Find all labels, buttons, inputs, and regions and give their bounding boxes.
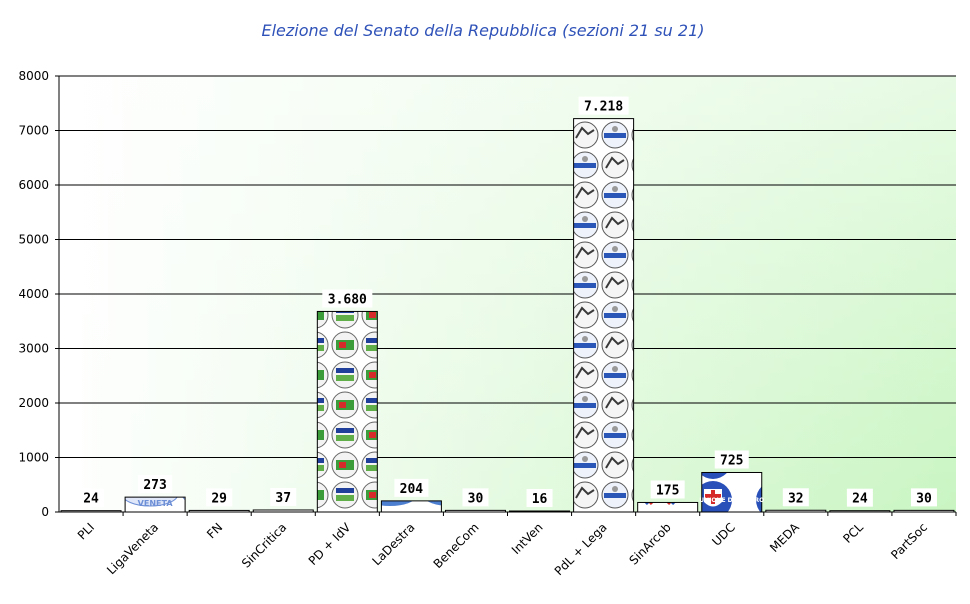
data-label: 37 (275, 491, 291, 506)
y-tick-label: 6000 (18, 178, 49, 192)
data-label: 32 (788, 491, 804, 506)
y-tick-label: 7000 (18, 124, 49, 138)
bar-udc (701, 471, 763, 513)
x-category-label: FN (204, 520, 225, 541)
y-tick-label: 2000 (18, 396, 49, 410)
data-label-bg (782, 488, 809, 507)
bar-pd-idv (316, 310, 378, 513)
x-category-label: PLI (75, 520, 97, 542)
data-label: 24 (83, 492, 99, 507)
x-category-label: PartSoc (888, 520, 930, 562)
data-label-bg (526, 489, 553, 507)
data-label-bg (138, 475, 173, 494)
data-label-bg (578, 96, 629, 115)
data-label-bg (910, 488, 937, 507)
data-label-bg (322, 289, 373, 308)
x-category-label: PD + IdV (306, 520, 354, 568)
data-label: 24 (852, 492, 868, 507)
x-category-label: LigaVeneta (104, 520, 161, 577)
data-label: 30 (916, 491, 932, 506)
x-category-label: BeneCom (431, 520, 482, 571)
data-label: 29 (211, 491, 227, 506)
y-tick-label: 8000 (18, 69, 49, 83)
data-label-bg (846, 488, 873, 507)
bar-sinarcob (637, 501, 699, 513)
data-label: 725 (720, 453, 743, 468)
x-category-label: LaDestra (369, 520, 417, 568)
x-axis-categories: PLI LigaVeneta FN SinCritica PD + IdV LaDestr… (75, 512, 957, 578)
y-tick-label: 5000 (18, 233, 49, 247)
data-label-bg (462, 488, 489, 507)
data-labels: 24 273 29 37 3.680 204 30 16 7.218 175 725 32 24 30 (78, 96, 937, 507)
data-label: 175 (656, 483, 679, 498)
y-tick-label: 4000 (18, 287, 49, 301)
liga-logo-text: VENETA (138, 499, 174, 508)
data-label-bg (78, 488, 105, 507)
x-category-label: IntVen (509, 520, 546, 557)
y-tick-label: 3000 (18, 342, 49, 356)
data-label: 204 (400, 482, 424, 497)
x-category-label: PdL + Lega (552, 520, 610, 578)
y-tick-label: 0 (41, 505, 49, 519)
data-label-bg (714, 450, 749, 469)
udc-logo-text: UNIONE DI CENTRO (699, 497, 764, 504)
x-category-label: SinCritica (239, 520, 289, 570)
data-label: 3.680 (328, 292, 367, 307)
data-label-bg (394, 478, 429, 497)
x-category-label: MEDA (767, 520, 802, 555)
data-label: 16 (532, 492, 548, 507)
x-category-label: PCL (840, 520, 866, 546)
data-label: 30 (468, 491, 484, 506)
x-category-label: SinArcob (626, 520, 673, 567)
y-axis-ticks: 0 1000 2000 3000 4000 5000 6000 7000 8000 (18, 69, 59, 519)
data-label-bg (206, 488, 233, 507)
data-label: 7.218 (584, 100, 623, 115)
bars: VENETA UNIONE DI CENTRO (60, 118, 955, 513)
data-label-bg (270, 487, 297, 506)
y-tick-label: 1000 (18, 451, 49, 465)
data-label: 273 (143, 478, 166, 493)
bar-ladestra (380, 500, 442, 513)
chart-title: Elezione del Senato della Repubblica (se… (262, 21, 705, 40)
gridlines (59, 75, 956, 458)
x-category-label: UDC (709, 520, 738, 549)
data-label-bg (650, 480, 685, 499)
bar-pdl-lega (573, 118, 635, 513)
